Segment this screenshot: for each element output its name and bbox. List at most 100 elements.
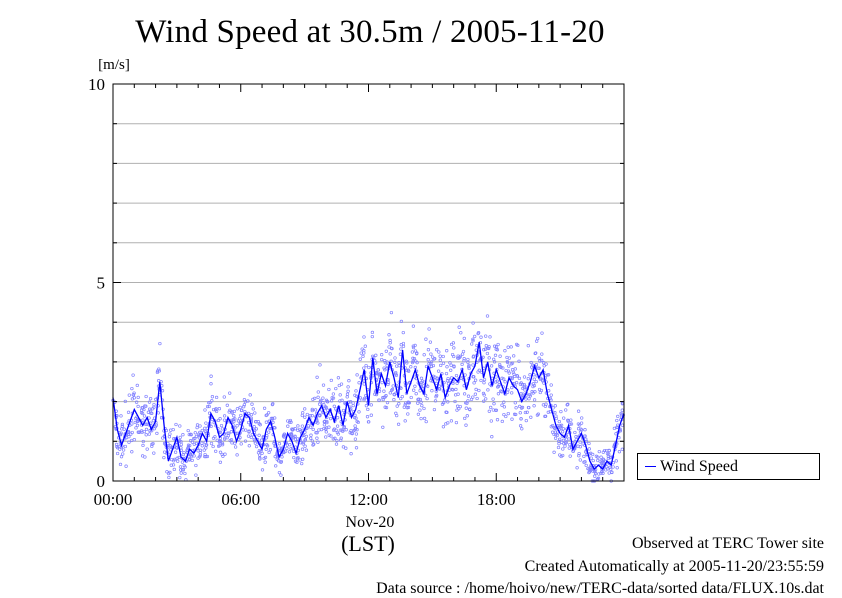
sample-point xyxy=(127,440,131,444)
sample-point xyxy=(498,362,502,367)
sample-point xyxy=(467,363,471,368)
sample-point xyxy=(189,454,193,459)
sample-point xyxy=(482,348,486,352)
sample-point xyxy=(477,368,481,372)
sample-point xyxy=(516,343,520,348)
sample-point xyxy=(325,408,330,412)
sample-point xyxy=(179,446,183,450)
sample-point xyxy=(562,416,566,420)
sample-point xyxy=(380,380,384,385)
sample-point xyxy=(482,377,487,382)
sample-point xyxy=(300,461,304,466)
sample-point xyxy=(468,407,472,412)
sample-point xyxy=(204,421,208,425)
sample-point xyxy=(522,385,526,390)
sample-point xyxy=(484,344,488,348)
sample-point xyxy=(317,428,321,432)
sample-point xyxy=(334,386,338,391)
y-tick-label: 0 xyxy=(97,472,106,491)
sample-point xyxy=(214,395,219,400)
sample-point xyxy=(152,402,156,407)
sample-point xyxy=(295,437,300,441)
sample-point xyxy=(257,453,262,457)
sample-point xyxy=(152,427,157,431)
sample-point xyxy=(553,430,558,434)
sample-point xyxy=(147,432,151,436)
sample-point xyxy=(213,435,217,439)
sample-point xyxy=(301,411,305,415)
sample-point xyxy=(178,424,182,428)
sample-point xyxy=(238,405,242,410)
sample-point xyxy=(514,412,518,417)
sample-point xyxy=(462,392,467,396)
sample-point xyxy=(367,365,371,370)
sample-point xyxy=(168,432,172,436)
x-tick-label: 12:00 xyxy=(349,490,388,509)
sample-point xyxy=(287,450,292,454)
sample-point xyxy=(503,380,507,384)
sample-point xyxy=(518,411,522,415)
sample-point xyxy=(205,454,210,459)
sample-point xyxy=(310,439,314,443)
sample-point xyxy=(312,442,316,446)
sample-point xyxy=(419,376,424,380)
sample-point xyxy=(510,385,514,390)
sample-point xyxy=(203,452,207,457)
sample-point xyxy=(496,384,501,388)
sample-point xyxy=(373,392,377,396)
sample-point xyxy=(200,428,204,433)
sample-point xyxy=(337,383,341,388)
sample-point xyxy=(366,407,370,412)
sample-point xyxy=(448,361,452,365)
sample-point xyxy=(504,414,508,419)
sample-point xyxy=(197,432,201,436)
sample-point xyxy=(529,415,533,419)
sample-point xyxy=(573,430,577,435)
sample-point xyxy=(341,408,346,413)
sample-point xyxy=(389,310,394,315)
sample-point xyxy=(451,388,455,392)
sample-point xyxy=(577,423,582,427)
sample-point xyxy=(350,431,354,436)
sample-point xyxy=(364,404,369,408)
sample-point xyxy=(616,414,620,419)
sample-point xyxy=(274,464,278,468)
sample-point xyxy=(388,352,392,356)
sample-point xyxy=(171,427,175,432)
sample-point xyxy=(257,433,261,437)
sample-point xyxy=(517,359,521,363)
sample-point xyxy=(471,355,475,359)
sample-point xyxy=(496,342,500,347)
sample-point xyxy=(406,412,410,416)
sample-point xyxy=(453,399,457,404)
sample-point xyxy=(553,404,557,408)
sample-point xyxy=(561,438,566,442)
sample-point xyxy=(200,444,204,448)
sample-point xyxy=(369,403,373,407)
sample-point xyxy=(418,408,422,412)
sample-point xyxy=(466,357,470,362)
series-line-wind-speed xyxy=(112,341,625,471)
sample-point xyxy=(451,381,455,386)
sample-point xyxy=(387,333,391,337)
sample-point xyxy=(593,470,597,474)
sample-point xyxy=(209,374,213,378)
sample-point xyxy=(426,348,431,352)
sample-point xyxy=(273,426,277,430)
sample-point xyxy=(142,429,146,434)
sample-point xyxy=(569,418,573,422)
sample-point xyxy=(566,402,570,406)
sample-point xyxy=(279,459,284,464)
sample-point xyxy=(152,451,156,455)
sample-point xyxy=(316,395,320,399)
sample-point xyxy=(565,403,569,407)
sample-point xyxy=(410,350,415,354)
sample-point xyxy=(610,470,614,475)
sample-point xyxy=(471,375,475,379)
sample-point xyxy=(301,442,305,446)
sample-point xyxy=(411,356,415,360)
sample-point xyxy=(198,450,202,455)
sample-point xyxy=(420,403,424,408)
sample-point xyxy=(416,401,420,405)
sample-point xyxy=(523,410,528,415)
